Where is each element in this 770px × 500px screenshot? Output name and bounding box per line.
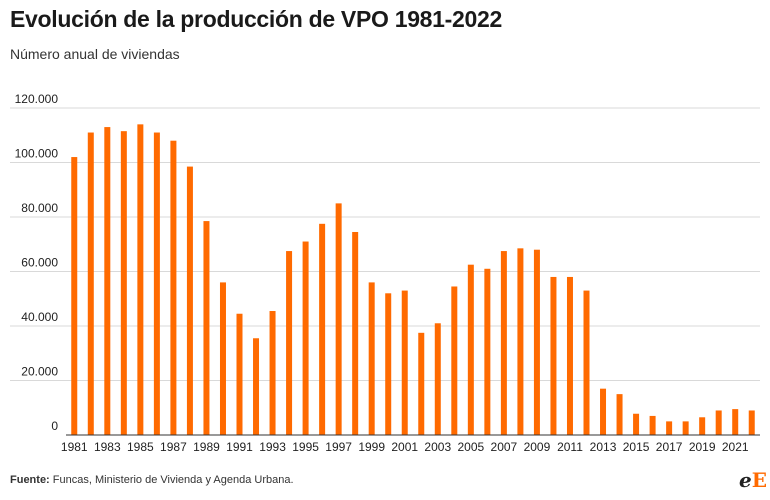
x-tick-label: 2013: [590, 440, 617, 454]
bar-1990: [219, 282, 226, 435]
y-tick-label: 80.000: [21, 201, 58, 215]
bar-1992: [253, 338, 260, 435]
bar-1981: [71, 157, 78, 436]
bar-2015: [633, 413, 640, 435]
bar-1994: [286, 251, 293, 435]
x-tick-label: 2005: [457, 440, 484, 454]
x-tick-label: 1991: [226, 440, 253, 454]
bars: [71, 124, 755, 436]
x-tick-label: 2001: [391, 440, 418, 454]
y-tick-label: 0: [51, 419, 58, 433]
bar-1985: [137, 124, 144, 435]
y-tick-label: 60.000: [21, 256, 58, 270]
x-tick-label: 2015: [623, 440, 650, 454]
y-axis-tick-labels: 0 20.000 40.000 60.000 80.000 100.000 120.000: [15, 92, 59, 433]
bar-1991: [236, 313, 243, 435]
x-tick-label: 1989: [193, 440, 220, 454]
bar-2004: [451, 286, 458, 435]
x-tick-label: 2021: [722, 440, 749, 454]
y-tick-label: 20.000: [21, 365, 58, 379]
bar-2012: [583, 290, 590, 435]
bar-2009: [533, 249, 540, 435]
x-tick-label: 1987: [160, 440, 187, 454]
bar-1999: [368, 282, 375, 435]
bar-1983: [104, 127, 111, 435]
bar-1987: [170, 140, 177, 435]
x-tick-label: 2003: [424, 440, 451, 454]
bar-1993: [269, 311, 276, 435]
bar-1984: [120, 131, 127, 435]
bar-2022: [748, 410, 755, 435]
x-tick-label: 2009: [524, 440, 551, 454]
publisher-logo: eE: [739, 470, 767, 490]
bar-2010: [550, 276, 557, 435]
y-tick-label: 100.000: [15, 147, 59, 161]
y-tick-label: 40.000: [21, 310, 58, 324]
bar-1996: [319, 223, 326, 435]
logo-part-2: E: [751, 468, 767, 492]
x-tick-label: 1999: [358, 440, 385, 454]
x-tick-label: 1995: [292, 440, 319, 454]
bar-2002: [418, 332, 425, 435]
bar-2021: [732, 409, 739, 435]
chart-title: Evolución de la producción de VPO 1981-2…: [10, 6, 502, 32]
source-note: Fuente: Funcas, Ministerio de Vivienda y…: [10, 474, 294, 486]
bar-2018: [682, 421, 689, 435]
y-tick-label: 120.000: [15, 92, 59, 106]
x-tick-label: 1983: [94, 440, 121, 454]
bar-2006: [484, 268, 491, 435]
x-tick-label: 2017: [656, 440, 683, 454]
bar-2008: [517, 248, 524, 435]
x-tick-label: 2011: [557, 440, 583, 454]
bar-2016: [649, 415, 656, 435]
x-tick-label: 1981: [61, 440, 88, 454]
x-tick-label: 2019: [689, 440, 716, 454]
bar-1997: [335, 203, 342, 435]
x-tick-label: 2007: [491, 440, 518, 454]
bar-1982: [87, 132, 94, 435]
bar-2003: [434, 323, 441, 435]
bar-1998: [352, 231, 359, 435]
logo-part-1: e: [739, 468, 752, 492]
bar-2001: [401, 290, 408, 435]
bar-2014: [616, 394, 623, 435]
bar-2007: [500, 251, 507, 435]
source-text: Funcas, Ministerio de Vivienda y Agenda …: [49, 474, 294, 486]
bar-2011: [566, 276, 573, 435]
x-tick-label: 1997: [325, 440, 352, 454]
bar-2005: [467, 264, 474, 435]
bar-1989: [203, 221, 210, 435]
bar-2017: [666, 421, 673, 435]
bar-2013: [600, 388, 607, 435]
x-tick-label: 1993: [259, 440, 286, 454]
bar-1988: [186, 166, 193, 435]
gridlines: [10, 107, 760, 381]
bar-2019: [699, 417, 706, 435]
chart-subtitle: Número anual de viviendas: [10, 46, 180, 62]
x-tick-label: 1985: [127, 440, 154, 454]
bar-2020: [715, 410, 722, 435]
source-label: Fuente:: [10, 474, 50, 486]
bar-1986: [153, 132, 160, 435]
x-axis-tick-labels: 1981 1983 1985 1987 1989 1991 1993 1995 1997 1999…: [61, 440, 749, 454]
bar-1995: [302, 241, 309, 435]
bar-2000: [385, 293, 392, 435]
